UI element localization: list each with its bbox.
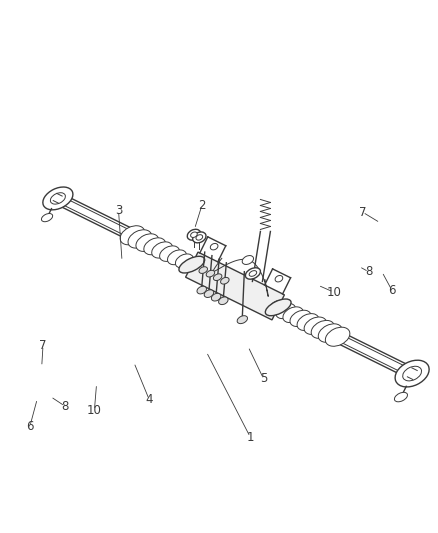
Ellipse shape (123, 228, 141, 243)
Text: 6: 6 (26, 420, 34, 433)
Text: 5: 5 (259, 372, 266, 385)
Ellipse shape (128, 230, 151, 248)
Ellipse shape (159, 246, 179, 261)
Ellipse shape (245, 268, 260, 279)
Ellipse shape (213, 274, 221, 280)
Text: 8: 8 (364, 265, 371, 278)
Ellipse shape (197, 286, 206, 294)
Ellipse shape (175, 254, 193, 268)
Ellipse shape (393, 392, 406, 402)
Ellipse shape (187, 229, 200, 240)
Ellipse shape (43, 187, 73, 210)
Text: 10: 10 (325, 286, 340, 298)
Ellipse shape (211, 293, 220, 301)
Ellipse shape (237, 316, 247, 324)
Ellipse shape (249, 271, 256, 276)
Text: 3: 3 (115, 204, 122, 217)
Text: 1: 1 (246, 431, 254, 443)
Text: 7: 7 (39, 339, 47, 352)
Ellipse shape (328, 329, 346, 344)
Text: 8: 8 (61, 400, 68, 413)
Ellipse shape (210, 244, 217, 250)
Text: 2: 2 (198, 199, 205, 212)
Ellipse shape (50, 193, 65, 204)
Text: 7: 7 (358, 206, 366, 219)
Ellipse shape (120, 226, 145, 245)
Ellipse shape (275, 276, 282, 282)
Ellipse shape (183, 258, 200, 271)
Ellipse shape (268, 300, 287, 314)
Ellipse shape (304, 317, 326, 334)
Text: 4: 4 (145, 393, 153, 406)
Ellipse shape (218, 297, 228, 304)
Ellipse shape (394, 360, 428, 387)
Ellipse shape (282, 307, 303, 322)
Ellipse shape (152, 242, 172, 258)
Ellipse shape (311, 320, 334, 338)
Ellipse shape (179, 256, 204, 273)
Ellipse shape (167, 250, 186, 265)
Ellipse shape (265, 299, 290, 316)
Ellipse shape (275, 303, 295, 319)
Ellipse shape (318, 324, 341, 342)
Ellipse shape (144, 238, 165, 255)
Ellipse shape (297, 313, 318, 330)
Ellipse shape (192, 232, 205, 243)
Ellipse shape (325, 327, 349, 346)
Ellipse shape (195, 235, 202, 240)
Ellipse shape (198, 266, 207, 273)
Ellipse shape (206, 270, 214, 277)
Ellipse shape (242, 255, 253, 264)
Ellipse shape (136, 234, 158, 252)
Text: 10: 10 (87, 404, 102, 417)
Ellipse shape (204, 290, 213, 297)
Polygon shape (185, 252, 284, 320)
Ellipse shape (220, 277, 229, 284)
Ellipse shape (190, 232, 197, 238)
Ellipse shape (41, 214, 53, 222)
Text: 6: 6 (387, 284, 395, 297)
Ellipse shape (290, 310, 310, 327)
Ellipse shape (402, 366, 420, 381)
